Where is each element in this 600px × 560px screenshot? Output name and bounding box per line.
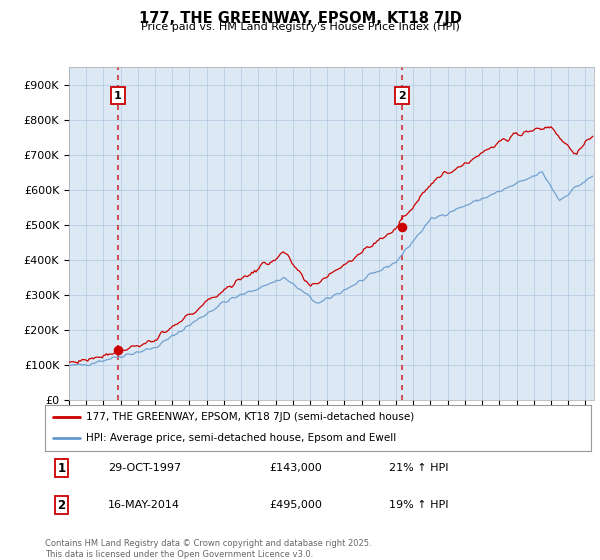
Text: Price paid vs. HM Land Registry's House Price Index (HPI): Price paid vs. HM Land Registry's House … <box>140 22 460 32</box>
Text: £143,000: £143,000 <box>269 463 322 473</box>
Text: 16-MAY-2014: 16-MAY-2014 <box>108 501 180 510</box>
Text: 1: 1 <box>114 91 122 101</box>
Point <box>113 346 122 354</box>
Text: 1: 1 <box>58 462 65 475</box>
Text: 29-OCT-1997: 29-OCT-1997 <box>108 463 181 473</box>
Point <box>398 222 407 231</box>
Text: 177, THE GREENWAY, EPSOM, KT18 7JD: 177, THE GREENWAY, EPSOM, KT18 7JD <box>139 11 461 26</box>
Text: £495,000: £495,000 <box>269 501 322 510</box>
Text: 2: 2 <box>58 499 65 512</box>
Text: 177, THE GREENWAY, EPSOM, KT18 7JD (semi-detached house): 177, THE GREENWAY, EPSOM, KT18 7JD (semi… <box>86 412 414 422</box>
Text: 19% ↑ HPI: 19% ↑ HPI <box>389 501 448 510</box>
Text: Contains HM Land Registry data © Crown copyright and database right 2025.
This d: Contains HM Land Registry data © Crown c… <box>45 539 371 559</box>
Text: HPI: Average price, semi-detached house, Epsom and Ewell: HPI: Average price, semi-detached house,… <box>86 433 396 444</box>
Text: 21% ↑ HPI: 21% ↑ HPI <box>389 463 448 473</box>
Text: 2: 2 <box>398 91 406 101</box>
